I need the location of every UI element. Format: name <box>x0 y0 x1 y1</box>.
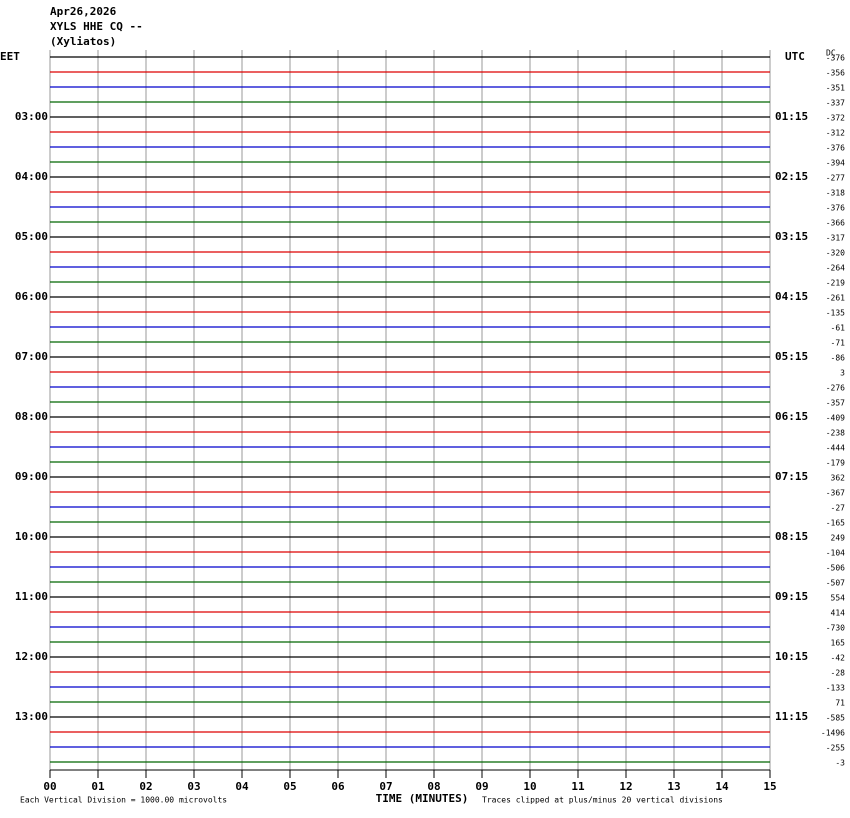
right-time-label: 10:15 <box>775 650 808 663</box>
left-time-label: 10:00 <box>15 530 48 543</box>
x-tick-label: 01 <box>91 780 105 793</box>
dc-offset: -317 <box>826 234 845 243</box>
x-tick-label: 06 <box>331 780 345 793</box>
dc-offset: -376 <box>826 204 845 213</box>
dc-offset: -351 <box>826 84 845 93</box>
x-tick-label: 11 <box>571 780 585 793</box>
dc-offset: -1496 <box>821 729 845 738</box>
dc-offset: 71 <box>835 699 845 708</box>
dc-offset: -261 <box>826 294 845 303</box>
dc-offset: -104 <box>826 549 845 558</box>
dc-offset: -506 <box>826 564 845 573</box>
dc-offset: -27 <box>831 504 846 513</box>
x-tick-label: 03 <box>187 780 200 793</box>
x-tick-label: 07 <box>379 780 392 793</box>
left-time-label: 05:00 <box>15 230 48 243</box>
right-time-label: 05:15 <box>775 350 808 363</box>
dc-offset: -356 <box>826 69 845 78</box>
right-time-label: 11:15 <box>775 710 808 723</box>
dc-offset: -585 <box>826 714 845 723</box>
dc-offset: -255 <box>826 744 845 753</box>
offset-header: DC <box>826 49 836 58</box>
dc-offset: -409 <box>826 414 845 423</box>
right-time-label: 02:15 <box>775 170 808 183</box>
title-line: XYLS HHE CQ -- <box>50 20 143 33</box>
x-tick-label: 12 <box>619 780 632 793</box>
dc-offset: 362 <box>831 474 846 483</box>
dc-offset: -264 <box>826 264 845 273</box>
dc-offset: -318 <box>826 189 845 198</box>
dc-offset: 414 <box>831 609 846 618</box>
dc-offset: -367 <box>826 489 845 498</box>
x-tick-label: 09 <box>475 780 488 793</box>
left-time-label: 07:00 <box>15 350 48 363</box>
x-tick-label: 00 <box>43 780 56 793</box>
right-time-label: 07:15 <box>775 470 808 483</box>
dc-offset: -444 <box>826 444 845 453</box>
dc-offset: -312 <box>826 129 845 138</box>
left-zone: EET <box>0 50 20 63</box>
dc-offset: 3 <box>840 369 845 378</box>
right-time-label: 04:15 <box>775 290 808 303</box>
x-tick-label: 15 <box>763 780 776 793</box>
x-tick-label: 08 <box>427 780 440 793</box>
right-time-label: 03:15 <box>775 230 808 243</box>
left-time-label: 08:00 <box>15 410 48 423</box>
dc-offset: -376 <box>826 54 845 63</box>
dc-offset: -357 <box>826 399 845 408</box>
right-time-label: 01:15 <box>775 110 808 123</box>
dc-offset: -219 <box>826 279 845 288</box>
dc-offset: -277 <box>826 174 845 183</box>
dc-offset: -179 <box>826 459 845 468</box>
dc-offset: -165 <box>826 519 845 528</box>
right-time-label: 06:15 <box>775 410 808 423</box>
x-tick-label: 04 <box>235 780 249 793</box>
dc-offset: -61 <box>831 324 846 333</box>
x-tick-label: 13 <box>667 780 680 793</box>
dc-offset: 554 <box>831 594 846 603</box>
right-zone: UTC <box>785 50 805 63</box>
dc-offset: -133 <box>826 684 845 693</box>
left-time-label: 03:00 <box>15 110 48 123</box>
dc-offset: -366 <box>826 219 845 228</box>
x-tick-label: 14 <box>715 780 729 793</box>
right-time-label: 08:15 <box>775 530 808 543</box>
left-time-label: 11:00 <box>15 590 48 603</box>
left-time-label: 04:00 <box>15 170 48 183</box>
dc-offset: -3 <box>835 759 845 768</box>
dc-offset: -320 <box>826 249 845 258</box>
right-time-label: 09:15 <box>775 590 808 603</box>
dc-offset: -42 <box>831 654 846 663</box>
dc-offset: -376 <box>826 144 845 153</box>
x-axis-label: TIME (MINUTES) <box>376 792 469 805</box>
dc-offset: -238 <box>826 429 845 438</box>
dc-offset: -276 <box>826 384 845 393</box>
left-time-label: 13:00 <box>15 710 48 723</box>
dc-offset: -86 <box>831 354 846 363</box>
left-time-label: 06:00 <box>15 290 48 303</box>
left-time-label: 12:00 <box>15 650 48 663</box>
dc-offset: -394 <box>826 159 845 168</box>
title-line: Apr26,2026 <box>50 5 117 18</box>
title-line: (Xyliatos) <box>50 35 116 48</box>
dc-offset: -372 <box>826 114 845 123</box>
x-tick-label: 05 <box>283 780 296 793</box>
x-tick-label: 10 <box>523 780 536 793</box>
dc-offset: -730 <box>826 624 845 633</box>
dc-offset: -507 <box>826 579 845 588</box>
dc-offset: -135 <box>826 309 845 318</box>
dc-offset: -71 <box>831 339 846 348</box>
left-time-label: 09:00 <box>15 470 48 483</box>
dc-offset: -337 <box>826 99 845 108</box>
dc-offset: 249 <box>831 534 846 543</box>
scale-note: Each Vertical Division = 1000.00 microvo… <box>20 796 227 805</box>
x-tick-label: 02 <box>139 780 152 793</box>
dc-offset: 165 <box>831 639 846 648</box>
dc-offset: -28 <box>831 669 846 678</box>
clip-note: Traces clipped at plus/minus 20 vertical… <box>482 796 723 805</box>
